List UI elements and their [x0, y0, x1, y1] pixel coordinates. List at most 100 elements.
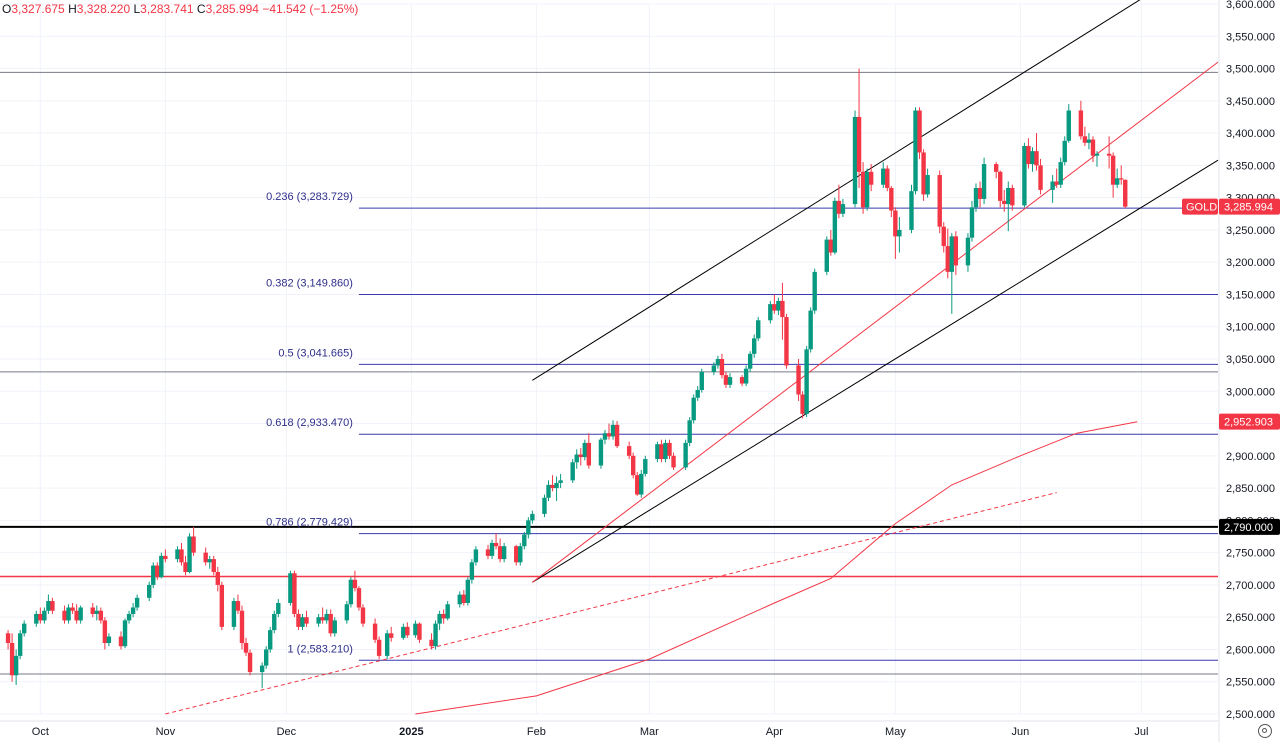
candle[interactable]	[784, 313, 789, 369]
x-axis[interactable]: Oct Nov Dec 2025 Feb Mar Apr May Jun Jul	[0, 720, 1218, 738]
candle[interactable]	[856, 68, 862, 188]
candle[interactable]	[1090, 136, 1096, 163]
candle[interactable]	[1106, 136, 1112, 169]
candle[interactable]	[175, 546, 180, 563]
candle[interactable]	[179, 542, 184, 566]
candle[interactable]	[832, 197, 838, 255]
candle[interactable]	[546, 480, 551, 501]
candle[interactable]	[90, 602, 95, 618]
candle[interactable]	[34, 610, 39, 627]
candle[interactable]	[695, 386, 700, 401]
candle[interactable]	[372, 618, 378, 643]
candle[interactable]	[518, 542, 523, 566]
candle[interactable]	[606, 423, 612, 440]
candle[interactable]	[671, 452, 676, 471]
candle[interactable]	[501, 542, 507, 563]
trend-line[interactable]	[532, 159, 1219, 583]
candle[interactable]	[38, 607, 43, 624]
candle[interactable]	[485, 544, 491, 560]
candle[interactable]	[981, 157, 987, 205]
candle[interactable]	[860, 162, 866, 214]
candle[interactable]	[949, 233, 955, 314]
candle[interactable]	[897, 217, 902, 253]
candle[interactable]	[1110, 152, 1116, 198]
candle[interactable]	[772, 294, 777, 314]
candle[interactable]	[913, 107, 918, 195]
candle[interactable]	[106, 633, 112, 647]
candle[interactable]	[836, 184, 842, 219]
candle[interactable]	[554, 476, 559, 501]
candle[interactable]	[945, 228, 950, 279]
candle[interactable]	[151, 562, 156, 589]
candle[interactable]	[691, 394, 696, 424]
candle[interactable]	[5, 630, 11, 650]
candle[interactable]	[586, 433, 592, 469]
candle[interactable]	[998, 170, 1003, 208]
candle[interactable]	[276, 599, 281, 618]
candle[interactable]	[401, 623, 406, 640]
candle[interactable]	[376, 636, 382, 660]
candle[interactable]	[1058, 157, 1063, 188]
candle[interactable]	[715, 355, 721, 369]
candle[interactable]	[639, 470, 644, 498]
candle[interactable]	[937, 170, 942, 234]
candle[interactable]	[292, 570, 297, 618]
candle[interactable]	[263, 646, 269, 669]
candle[interactable]	[727, 373, 733, 389]
candle[interactable]	[62, 605, 67, 624]
candle[interactable]	[1006, 181, 1011, 232]
candle[interactable]	[231, 597, 237, 631]
candle[interactable]	[655, 441, 660, 463]
candle[interactable]	[17, 630, 23, 660]
candle[interactable]	[352, 570, 358, 592]
candle[interactable]	[147, 581, 152, 602]
candle[interactable]	[328, 609, 333, 637]
trend-line[interactable]	[165, 492, 1057, 715]
candle[interactable]	[429, 633, 434, 650]
candle[interactable]	[522, 531, 527, 550]
horizontal-lines[interactable]	[0, 71, 1218, 675]
candle[interactable]	[699, 368, 704, 393]
candle[interactable]	[183, 555, 188, 576]
candle[interactable]	[743, 365, 749, 387]
candle[interactable]	[296, 609, 301, 631]
candle[interactable]	[711, 362, 717, 376]
candle[interactable]	[542, 494, 547, 518]
candle[interactable]	[118, 631, 124, 650]
candle[interactable]	[800, 391, 805, 419]
candle[interactable]	[239, 605, 245, 650]
candle[interactable]	[155, 562, 160, 580]
moving-average-line[interactable]	[415, 421, 1138, 715]
candle[interactable]	[969, 200, 975, 242]
candle[interactable]	[768, 300, 773, 324]
candle[interactable]	[723, 371, 729, 389]
candle[interactable]	[550, 475, 555, 492]
candle[interactable]	[9, 633, 15, 682]
candle[interactable]	[852, 110, 858, 208]
candle[interactable]	[1022, 142, 1027, 208]
candle[interactable]	[70, 602, 75, 614]
candle[interactable]	[243, 637, 249, 656]
candle[interactable]	[1026, 138, 1031, 169]
candle[interactable]	[1038, 158, 1043, 195]
candle[interactable]	[207, 555, 212, 569]
candle[interactable]	[747, 351, 753, 372]
candle[interactable]	[756, 317, 761, 341]
candle[interactable]	[630, 452, 636, 479]
candle[interactable]	[417, 622, 422, 643]
candle[interactable]	[925, 168, 930, 198]
candle[interactable]	[526, 517, 531, 539]
candle[interactable]	[215, 566, 220, 592]
candle[interactable]	[211, 555, 216, 576]
candle[interactable]	[316, 613, 321, 627]
candle[interactable]	[635, 471, 640, 496]
candle[interactable]	[126, 610, 132, 624]
candle[interactable]	[530, 510, 535, 524]
candle[interactable]	[683, 439, 688, 471]
candle[interactable]	[1123, 179, 1128, 209]
candle[interactable]	[824, 236, 829, 276]
candle[interactable]	[320, 607, 325, 624]
candle[interactable]	[493, 533, 499, 550]
candle[interactable]	[1050, 175, 1055, 203]
candle[interactable]	[497, 538, 503, 563]
